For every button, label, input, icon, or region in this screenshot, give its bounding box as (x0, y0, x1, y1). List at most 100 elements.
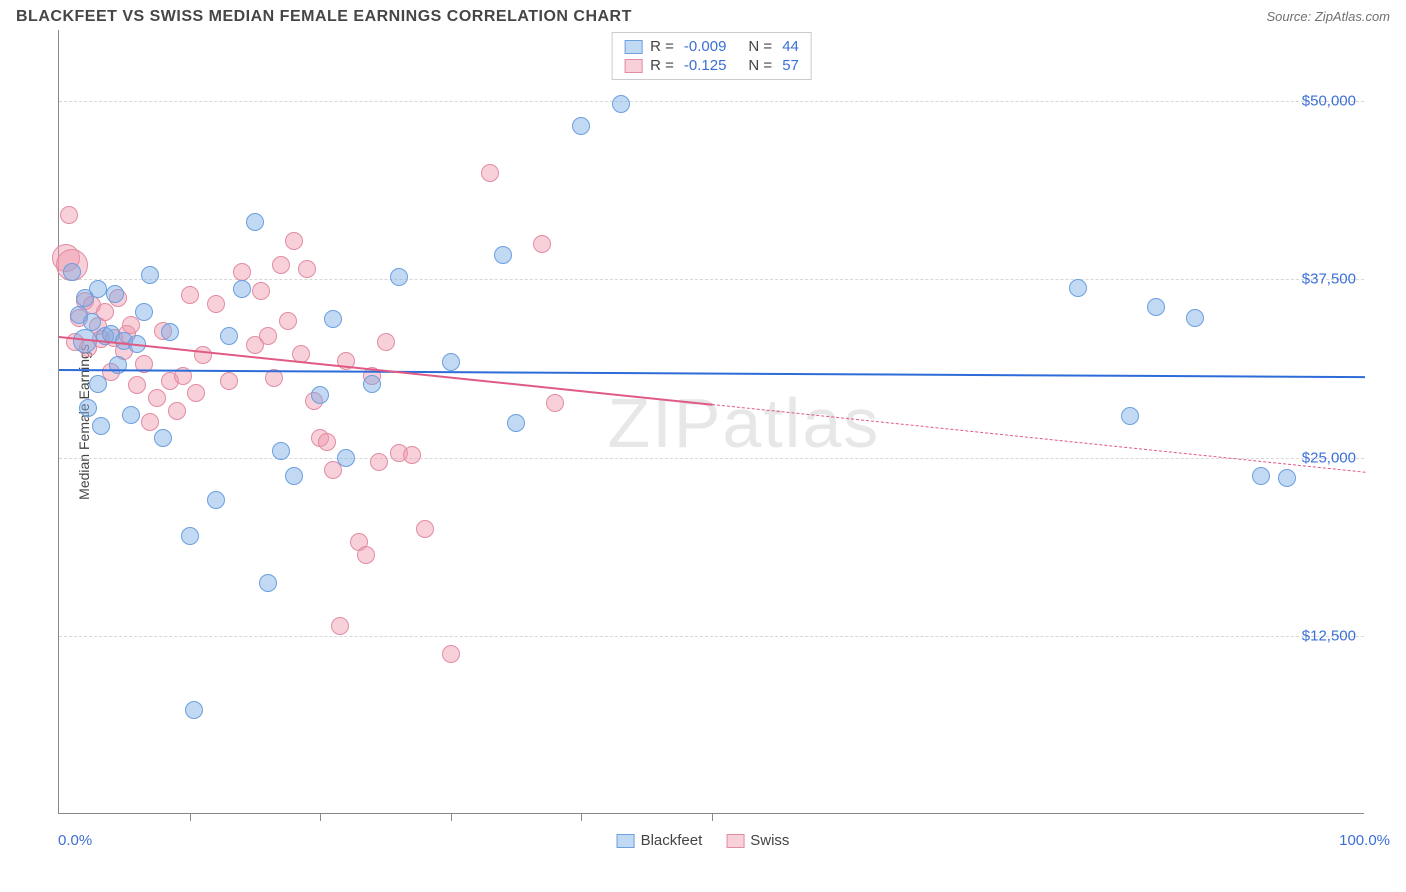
data-point-swiss (357, 546, 375, 564)
gridline (59, 279, 1364, 280)
gridline (59, 101, 1364, 102)
data-point-blackfeet (272, 442, 290, 460)
y-tick-label: $25,000 (1302, 449, 1356, 466)
trendline-blackfeet (59, 369, 1365, 378)
data-point-blackfeet (324, 310, 342, 328)
data-point-blackfeet (79, 399, 97, 417)
stat-r-label: R = (650, 57, 674, 74)
data-point-swiss (298, 260, 316, 278)
data-point-blackfeet (246, 213, 264, 231)
x-tick (451, 813, 452, 821)
data-point-swiss (141, 413, 159, 431)
data-point-swiss (60, 206, 78, 224)
data-point-blackfeet (185, 701, 203, 719)
x-tick (581, 813, 582, 821)
data-point-blackfeet (207, 491, 225, 509)
legend-swatch-blackfeet (624, 40, 642, 54)
watermark: ZIPatlas (608, 383, 881, 463)
data-point-swiss (194, 346, 212, 364)
data-point-swiss (416, 520, 434, 538)
data-point-swiss (272, 256, 290, 274)
data-point-blackfeet (337, 449, 355, 467)
x-axis-max-label: 100.0% (1339, 832, 1390, 849)
data-point-swiss (377, 333, 395, 351)
gridline (59, 458, 1364, 459)
data-point-swiss (442, 645, 460, 663)
data-point-swiss (279, 312, 297, 330)
data-point-swiss (207, 295, 225, 313)
stat-n-value: 44 (782, 38, 799, 55)
x-tick (190, 813, 191, 821)
data-point-swiss (128, 376, 146, 394)
data-point-blackfeet (220, 327, 238, 345)
data-point-blackfeet (141, 266, 159, 284)
chart-title: BLACKFEET VS SWISS MEDIAN FEMALE EARNING… (16, 8, 632, 26)
data-point-blackfeet (1121, 407, 1139, 425)
trendline-swiss-dash (712, 404, 1365, 473)
data-point-blackfeet (612, 95, 630, 113)
legend-item-swiss: Swiss (726, 832, 789, 849)
plot-area: R =-0.009N =44R =-0.125N =57 ZIPatlas $1… (58, 30, 1364, 814)
data-point-blackfeet (363, 375, 381, 393)
x-axis-min-label: 0.0% (58, 832, 92, 849)
stat-n-label: N = (748, 38, 772, 55)
y-tick-label: $50,000 (1302, 93, 1356, 110)
data-point-swiss (220, 372, 238, 390)
legend-swatch-swiss (726, 834, 744, 848)
stat-r-value: -0.125 (684, 57, 727, 74)
data-point-blackfeet (1278, 469, 1296, 487)
x-tick (320, 813, 321, 821)
data-point-blackfeet (161, 323, 179, 341)
legend-swatch-swiss (624, 59, 642, 73)
legend-item-blackfeet: Blackfeet (617, 832, 703, 849)
data-point-blackfeet (92, 417, 110, 435)
x-tick (712, 813, 713, 821)
data-point-blackfeet (494, 246, 512, 264)
data-point-blackfeet (1147, 298, 1165, 316)
data-point-blackfeet (442, 353, 460, 371)
data-point-swiss (233, 263, 251, 281)
data-point-swiss (187, 384, 205, 402)
gridline (59, 636, 1364, 637)
data-point-blackfeet (89, 280, 107, 298)
series-legend: Blackfeet Swiss (617, 832, 790, 849)
stat-n-label: N = (748, 57, 772, 74)
data-point-swiss (181, 286, 199, 304)
data-point-blackfeet (1252, 467, 1270, 485)
data-point-swiss (259, 327, 277, 345)
source-label: Source: ZipAtlas.com (1266, 9, 1390, 24)
data-point-blackfeet (1186, 309, 1204, 327)
data-point-swiss (252, 282, 270, 300)
data-point-blackfeet (154, 429, 172, 447)
stats-legend-row: R = -0.125 N = 57 (624, 56, 799, 75)
data-point-swiss (481, 164, 499, 182)
chart-container: Median Female Earnings R =-0.009N =44R =… (16, 30, 1390, 814)
legend-swatch-blackfeet (617, 834, 635, 848)
data-point-swiss (370, 453, 388, 471)
data-point-blackfeet (285, 467, 303, 485)
data-point-swiss (318, 433, 336, 451)
data-point-blackfeet (311, 386, 329, 404)
data-point-blackfeet (1069, 279, 1087, 297)
data-point-blackfeet (83, 313, 101, 331)
data-point-swiss (403, 446, 421, 464)
stat-n-value: 57 (782, 57, 799, 74)
data-point-blackfeet (89, 375, 107, 393)
data-point-blackfeet (233, 280, 251, 298)
data-point-swiss (533, 235, 551, 253)
legend-label: Blackfeet (641, 832, 703, 849)
stat-r-label: R = (650, 38, 674, 55)
data-point-blackfeet (572, 117, 590, 135)
data-point-swiss (285, 232, 303, 250)
data-point-blackfeet (106, 285, 124, 303)
data-point-swiss (168, 402, 186, 420)
data-point-swiss (546, 394, 564, 412)
legend-label: Swiss (750, 832, 789, 849)
data-point-swiss (331, 617, 349, 635)
data-point-blackfeet (122, 406, 140, 424)
data-point-blackfeet (507, 414, 525, 432)
data-point-blackfeet (259, 574, 277, 592)
stat-r-value: -0.009 (684, 38, 727, 55)
data-point-blackfeet (390, 268, 408, 286)
data-point-swiss (148, 389, 166, 407)
